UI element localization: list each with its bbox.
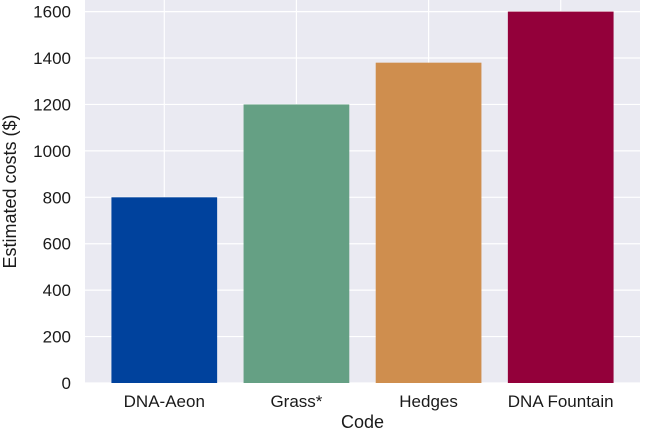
x-tick-label: Hedges: [399, 392, 458, 411]
x-tick-label: Grass*: [270, 392, 322, 411]
bar-dna-fountain: [507, 11, 614, 384]
y-tick-label: 600: [43, 235, 71, 254]
y-tick-label: 800: [43, 188, 71, 207]
y-tick-label: 200: [43, 328, 71, 347]
x-tick-labels: DNA-Aeon Grass* Hedges DNA Fountain: [124, 392, 614, 411]
bar-dna-aeon: [111, 197, 218, 383]
bar-hedges: [375, 62, 482, 383]
y-axis-label: Estimated costs ($): [0, 114, 20, 268]
y-tick-label: 1600: [33, 3, 71, 22]
y-tick-label: 1000: [33, 142, 71, 161]
y-tick-label: 1400: [33, 49, 71, 68]
bar-grass: [243, 104, 350, 384]
y-tick-label: 1200: [33, 95, 71, 114]
x-axis-label: Code: [341, 412, 384, 430]
x-tick-label: DNA-Aeon: [124, 392, 205, 411]
y-tick-label: 400: [43, 281, 71, 300]
bars: [111, 11, 614, 384]
y-tick-labels: 0 200 400 600 800 1000 1200 1400 1600: [33, 3, 71, 393]
x-tick-label: DNA Fountain: [508, 392, 614, 411]
y-tick-label: 0: [62, 374, 71, 393]
